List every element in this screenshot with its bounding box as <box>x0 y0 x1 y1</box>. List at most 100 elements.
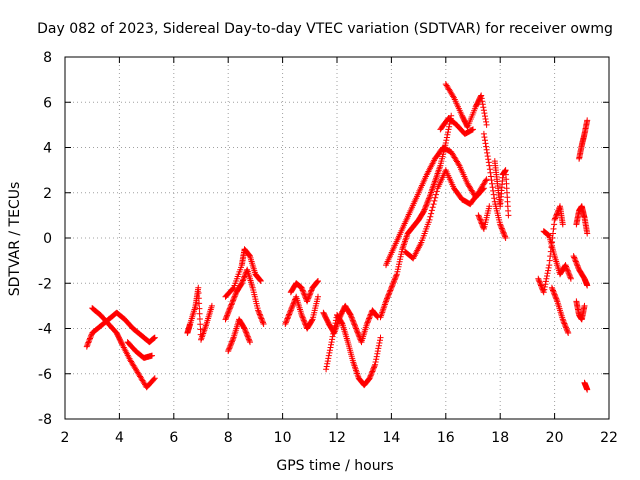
data-point <box>501 230 507 237</box>
x-tick-label: 14 <box>382 430 400 446</box>
data-point <box>484 149 491 156</box>
data-point <box>324 360 331 367</box>
data-point <box>490 187 497 194</box>
data-point <box>536 279 543 286</box>
data-point <box>256 310 263 317</box>
data-point <box>535 277 542 284</box>
data-point <box>370 365 377 372</box>
data-point <box>195 295 202 302</box>
data-point <box>330 328 337 335</box>
data-point <box>373 353 380 360</box>
x-tick-label: 12 <box>328 430 346 446</box>
data-point <box>366 314 373 321</box>
data-point <box>242 328 249 335</box>
data-point <box>287 308 294 315</box>
data-point <box>227 302 234 309</box>
data-point <box>430 201 437 208</box>
series-track-d <box>184 284 215 343</box>
data-point <box>247 339 253 346</box>
data-point <box>85 338 92 345</box>
data-point <box>257 314 264 321</box>
data-point <box>433 188 440 195</box>
data-point <box>308 287 315 294</box>
series-track-f <box>222 246 264 300</box>
series-track-l <box>377 112 455 321</box>
data-point <box>388 283 395 290</box>
data-point <box>428 210 435 217</box>
x-tick-label: 8 <box>224 430 233 446</box>
data-point <box>485 156 492 163</box>
series-track-g <box>225 316 253 355</box>
grid <box>65 57 609 419</box>
data-point <box>564 266 571 273</box>
data-point <box>354 328 361 335</box>
series-track-t <box>535 203 566 296</box>
x-axis-ticks: 2 4 6 8 10 12 14 16 18 20 22 <box>61 57 618 446</box>
data-point <box>571 255 578 262</box>
data-point <box>229 285 236 292</box>
series-track-u <box>540 228 574 282</box>
data-point <box>549 286 556 293</box>
data-point <box>286 311 293 318</box>
data-point <box>208 302 215 309</box>
data-point <box>450 93 457 100</box>
data-point <box>552 292 559 299</box>
data-point <box>283 318 290 325</box>
data-point <box>258 316 265 323</box>
data-point <box>572 258 579 265</box>
data-point <box>353 325 359 332</box>
data-point <box>328 341 334 348</box>
data-point <box>424 198 431 205</box>
data-point <box>563 324 569 331</box>
data-point <box>550 225 557 232</box>
x-tick-label: 16 <box>437 430 455 446</box>
series-track-z2 <box>581 379 591 393</box>
data-points <box>83 81 591 393</box>
x-tick-label: 10 <box>274 430 292 446</box>
series-track-q <box>480 130 509 241</box>
y-tick-label: 0 <box>43 231 52 247</box>
data-point <box>196 316 203 322</box>
data-point <box>229 300 235 307</box>
data-point <box>584 386 591 393</box>
data-point <box>229 338 235 345</box>
data-point <box>372 359 379 365</box>
data-point <box>497 222 504 229</box>
data-point <box>570 253 577 260</box>
data-point <box>371 363 378 370</box>
data-point <box>553 212 560 219</box>
data-point <box>560 319 567 326</box>
series-track-r <box>491 158 512 219</box>
data-point <box>480 224 487 231</box>
y-axis-label: SDTVAR / TECUs <box>7 182 23 297</box>
series-track-w <box>573 203 591 237</box>
data-point <box>84 340 91 347</box>
data-point <box>584 230 591 237</box>
data-point <box>299 287 306 294</box>
data-point <box>483 176 490 183</box>
data-point <box>225 308 232 315</box>
y-tick-label: 6 <box>43 95 52 111</box>
x-tick-label: 18 <box>491 430 509 446</box>
data-point <box>390 280 396 287</box>
data-point <box>550 288 557 295</box>
data-point <box>574 262 581 269</box>
x-tick-label: 2 <box>61 430 70 446</box>
data-point <box>231 293 238 300</box>
data-point <box>150 376 157 383</box>
x-tick-label: 20 <box>546 430 564 446</box>
data-point <box>565 270 572 277</box>
data-point <box>87 335 93 342</box>
data-point <box>584 117 591 124</box>
data-point <box>226 305 233 312</box>
data-point <box>553 295 560 302</box>
series-track-x <box>570 253 591 289</box>
data-point <box>564 327 571 334</box>
data-point <box>329 333 336 340</box>
data-point <box>195 290 202 296</box>
data-point <box>227 341 234 348</box>
data-point <box>195 284 202 291</box>
series-track-o <box>442 81 490 131</box>
data-point <box>226 344 233 351</box>
data-point <box>386 290 393 297</box>
